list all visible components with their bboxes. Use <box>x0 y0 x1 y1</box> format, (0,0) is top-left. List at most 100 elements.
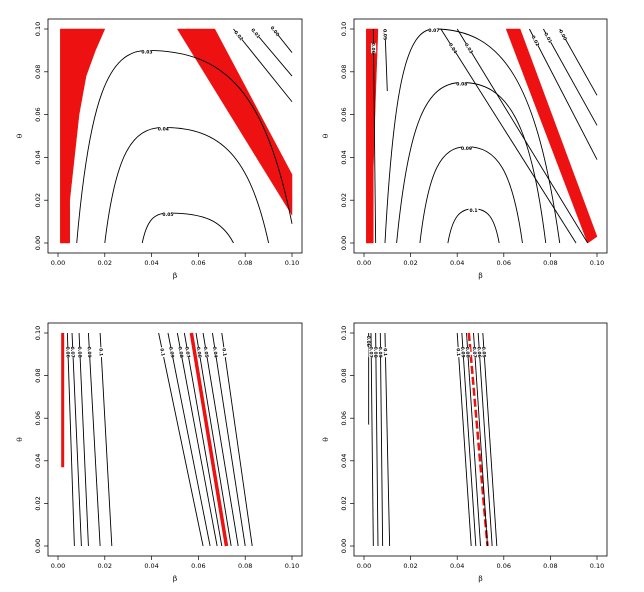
x-tick-label: 0.06 <box>191 259 205 267</box>
contour-line <box>461 332 477 547</box>
contour-line <box>370 332 374 547</box>
contour-line <box>66 332 75 547</box>
contour-label-bg <box>221 346 228 358</box>
x-tick-label: 0.02 <box>98 562 112 570</box>
contour-label: 0.06 <box>365 336 371 347</box>
contour-label-bg <box>543 32 553 44</box>
contour-label-bg <box>464 347 471 358</box>
x-tick-label: 0.04 <box>144 562 158 570</box>
contour-line <box>477 332 493 547</box>
contour-line <box>211 332 246 547</box>
contour-label-bg <box>530 35 541 47</box>
contour-label-bg <box>212 346 219 358</box>
x-tick-label: 0.10 <box>285 562 299 570</box>
contour-label: 0.09 <box>167 346 175 358</box>
contour-line <box>233 28 293 103</box>
contour-line <box>384 332 391 547</box>
contour-label: 0.08 <box>464 346 471 357</box>
y-axis-label: θ <box>321 133 330 138</box>
contour-line <box>466 332 481 547</box>
contour-label-bg <box>481 347 488 358</box>
y-axis-label: θ <box>15 437 24 442</box>
contour-label: 0.05 <box>162 212 173 218</box>
contour-label-bg <box>202 346 210 358</box>
y-tick-label: 0.10 <box>340 326 348 340</box>
x-tick-label: 0.06 <box>497 562 511 570</box>
contour-line <box>78 332 89 547</box>
contour-line <box>99 332 113 547</box>
y-axis-label: θ <box>321 437 330 442</box>
contour-label: 0.02 <box>232 30 244 42</box>
plot-frame <box>47 322 303 557</box>
contour-label: 0.05 <box>381 29 387 40</box>
contour-line <box>141 212 234 244</box>
contour-label: 0.1 <box>220 348 227 357</box>
contour-label: 0.00 <box>269 25 281 37</box>
contour-label-bg <box>368 347 374 358</box>
y-tick-label: 0.00 <box>34 236 42 250</box>
y-tick-label: 0.04 <box>34 454 42 468</box>
y-tick-label: 0.02 <box>34 496 42 510</box>
contour-label: 0.1 <box>158 348 166 357</box>
contour-label-bg <box>373 347 379 358</box>
contour-line <box>158 332 204 547</box>
contour-label: 0.03 <box>463 42 474 55</box>
contour-line <box>440 28 577 244</box>
contour-label-bg <box>65 347 71 358</box>
y-tick-label: 0.02 <box>340 496 348 510</box>
contour-label-bg <box>461 145 472 151</box>
contour-label-bg <box>184 346 192 358</box>
x-tick-label: 0.00 <box>357 562 371 570</box>
contour-label-bg <box>456 81 467 87</box>
contour-line <box>202 332 239 547</box>
feasible-region <box>467 332 489 547</box>
contour-label-bg <box>471 347 478 358</box>
panel-bottom-left: 0.06 0.07 0.08 0.09 0.1 0.1 0.09 0.08 0.07 0.06 0.… <box>15 322 303 583</box>
contour-label-bg <box>168 346 176 358</box>
contour-label-bg <box>70 347 76 358</box>
contour-label-bg <box>158 126 169 132</box>
y-tick-label: 0.04 <box>340 150 348 164</box>
contour-label: 0.1 <box>470 208 478 214</box>
x-tick-label: 0.00 <box>357 259 371 267</box>
contour-label: 0.01 <box>249 27 261 39</box>
contour-label-bg <box>250 27 262 39</box>
x-tick-label: 0.10 <box>285 259 299 267</box>
feasible-region <box>176 28 293 217</box>
y-tick-label: 0.02 <box>34 193 42 207</box>
contour-label: 0.07 <box>183 346 191 358</box>
contour-line <box>176 332 218 547</box>
y-tick-label: 0.02 <box>340 193 348 207</box>
contour-label-bg <box>77 347 83 358</box>
contour-label: 0.08 <box>372 347 378 358</box>
contour-line <box>104 126 270 244</box>
x-tick-label: 0.08 <box>238 562 252 570</box>
x-tick-label: 0.00 <box>51 259 65 267</box>
feasible-region <box>60 28 106 244</box>
contour-label: 0.06 <box>475 346 482 357</box>
y-tick-label: 0.04 <box>34 150 42 164</box>
x-axis-label: β <box>173 271 177 280</box>
contour-label-bg <box>195 346 203 358</box>
y-tick-label: 0.08 <box>34 65 42 79</box>
x-tick-label: 0.08 <box>543 562 557 570</box>
x-tick-label: 0.08 <box>238 259 252 267</box>
contour-line <box>183 332 223 547</box>
contour-label-bg <box>177 346 185 358</box>
contour-label: 0.07 <box>69 347 75 358</box>
contour-label: 0.06 <box>64 347 70 358</box>
contour-line <box>396 82 547 244</box>
contour-line <box>529 28 598 160</box>
contour-label: 0.07 <box>471 346 478 357</box>
y-tick-label: 0.10 <box>340 22 348 36</box>
contour-line <box>447 208 500 244</box>
x-axis-label: β <box>478 271 482 280</box>
contour-label-bg <box>476 347 483 358</box>
x-tick-label: 0.04 <box>450 259 464 267</box>
contour-label: 0.09 <box>86 346 93 357</box>
contour-label-bg <box>366 336 372 347</box>
x-tick-label: 0.04 <box>450 562 464 570</box>
contour-line <box>379 332 384 547</box>
y-tick-label: 0.06 <box>340 107 348 121</box>
